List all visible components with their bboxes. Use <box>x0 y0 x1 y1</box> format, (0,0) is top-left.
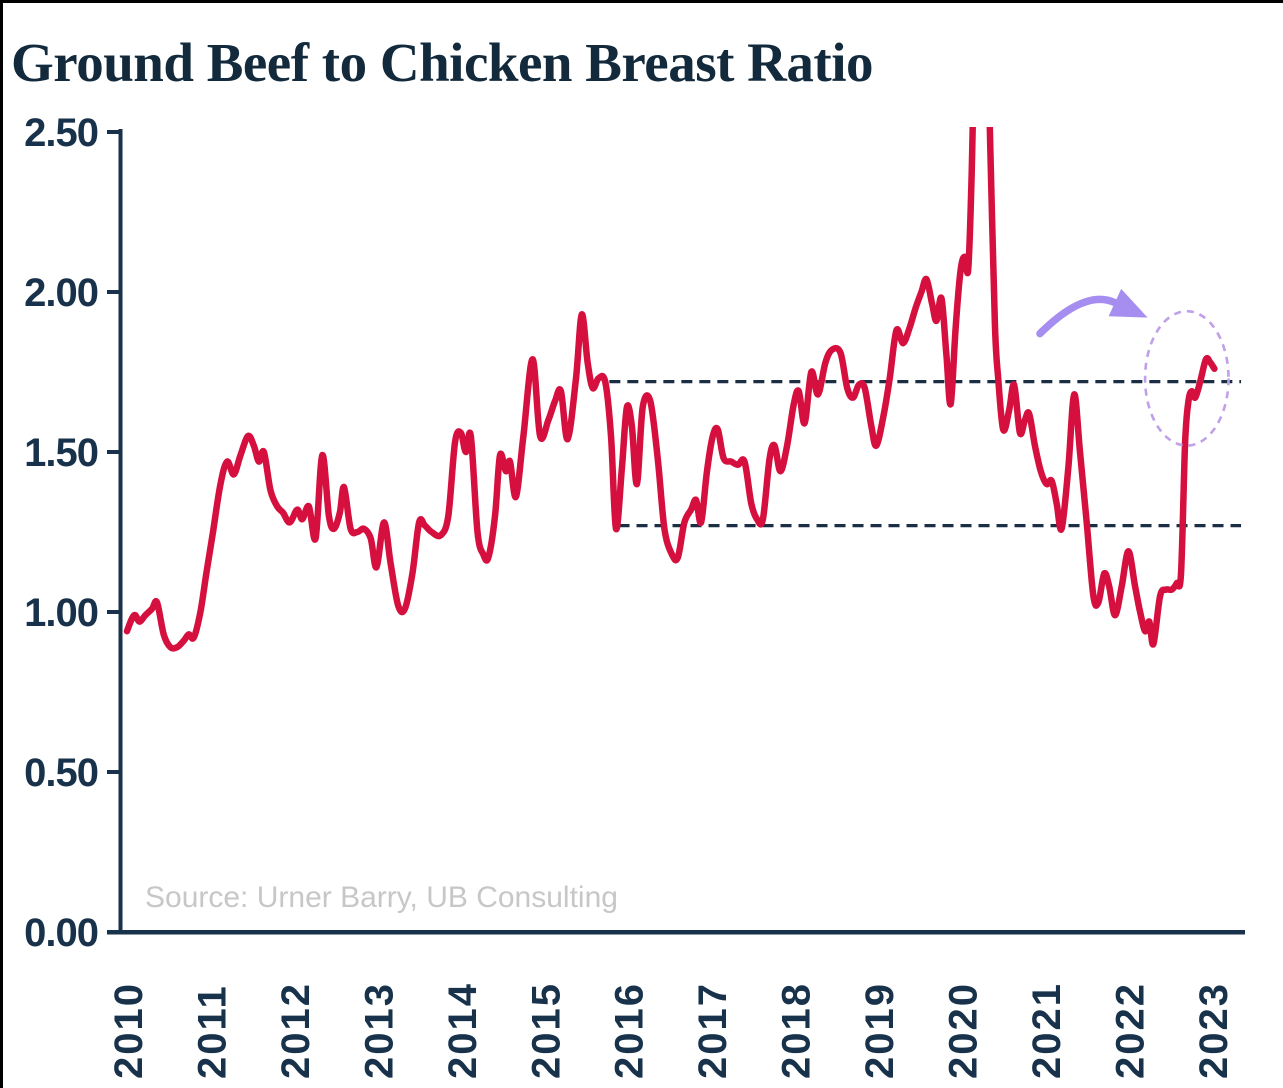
x-axis-label: 2023 <box>1192 982 1236 1079</box>
source-attribution: Source: Urner Barry, UB Consulting <box>145 881 618 914</box>
x-axis-label: 2011 <box>190 984 234 1079</box>
x-axis-label: 2013 <box>357 982 401 1079</box>
arrow-annotation-shaft <box>1036 295 1119 338</box>
x-axis-label: 2012 <box>274 982 318 1079</box>
x-axis-label: 2019 <box>858 982 902 1079</box>
ratio-line-chart: 0.00 0.50 1.00 1.50 2.00 2.50 2010 2011 2012 2013… <box>24 111 1245 1079</box>
y-axis-label: 2.50 <box>24 111 98 155</box>
y-axis-tick <box>107 770 121 774</box>
ratio-series-line <box>123 127 1218 652</box>
x-axis-label: 2018 <box>775 982 819 1079</box>
x-axis-label: 2015 <box>524 982 568 1079</box>
y-axis-tick <box>107 930 121 934</box>
x-axis-label: 2020 <box>942 982 986 1079</box>
x-axis-label: 2017 <box>691 982 735 1079</box>
x-axis-label: 2016 <box>608 982 652 1079</box>
y-axis-line <box>118 129 123 934</box>
y-axis-label: 1.00 <box>24 591 98 635</box>
y-axis-tick <box>107 290 121 294</box>
y-axis-label: 2.00 <box>24 271 98 315</box>
x-axis-label: 2014 <box>441 982 485 1079</box>
y-axis-tick <box>107 450 121 454</box>
x-axis-line <box>107 930 1245 935</box>
y-axis-label: 0.00 <box>24 911 98 955</box>
y-axis-label: 0.50 <box>24 751 98 795</box>
x-axis-label: 2022 <box>1108 982 1152 1079</box>
x-axis-label: 2021 <box>1025 982 1069 1079</box>
x-axis-label: 2010 <box>107 982 151 1079</box>
arrow-annotation-head <box>1108 288 1148 318</box>
y-axis-label: 1.50 <box>24 431 98 475</box>
highlight-ellipse-annotation <box>1143 309 1230 447</box>
y-axis-tick <box>107 610 121 614</box>
chart-title: Ground Beef to Chicken Breast Ratio <box>11 32 874 93</box>
y-axis-tick <box>107 130 121 134</box>
